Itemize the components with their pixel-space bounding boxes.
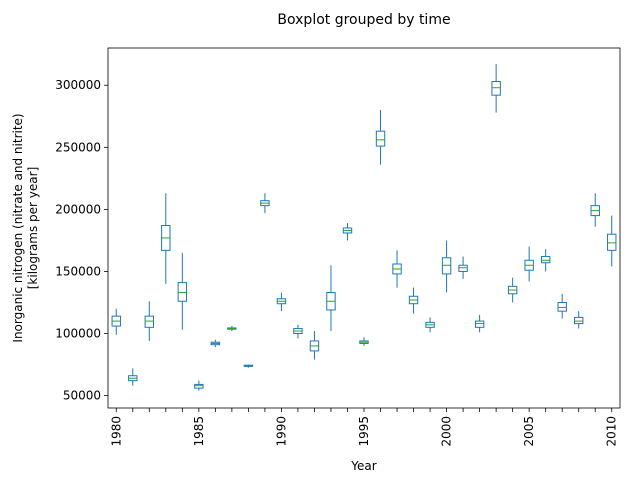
box-group-1995 (359, 337, 369, 346)
x-axis: 1980 1985 1990 1995 2000 2005 2010 (109, 408, 619, 447)
box-body (491, 81, 501, 96)
y-tick-label: 100000 (55, 327, 101, 341)
box-group-2010 (607, 215, 617, 267)
box-group-1999 (425, 317, 435, 333)
y-tick-label: 250000 (55, 140, 101, 154)
box-group-2007 (557, 293, 567, 319)
box-group-1987 (227, 326, 237, 332)
box-group-1984 (177, 252, 188, 330)
box-group-1997 (392, 250, 402, 288)
box-group-1993 (326, 265, 336, 332)
box-body (474, 320, 485, 328)
x-tick-label: 2005 (522, 416, 536, 447)
box-group-2009 (590, 193, 600, 227)
box-group-2004 (507, 277, 518, 303)
y-axis: 50000 100000 150000 200000 250000 300000 (55, 78, 108, 403)
chart-title: Boxplot grouped by time (277, 12, 450, 28)
box-body (557, 301, 567, 312)
y-tick-label: 150000 (55, 264, 101, 278)
x-tick-label: 2000 (440, 416, 454, 447)
box-group-1992 (309, 331, 320, 360)
x-tick-label: 1995 (357, 416, 371, 447)
x-tick-label: 1985 (192, 416, 206, 447)
box-body (458, 264, 468, 272)
box-group-1991 (293, 324, 303, 339)
box-group-2003 (491, 64, 501, 113)
y-axis-label-2: [kilograms per year] (26, 167, 40, 290)
box-body (144, 315, 154, 328)
x-tick-label: 1980 (109, 416, 123, 447)
box-group-1982 (144, 301, 154, 341)
x-axis-label: Year (350, 459, 376, 473)
x-tick-label: 2010 (605, 416, 619, 447)
box-body (177, 282, 188, 302)
box-group-1988 (243, 364, 254, 368)
box-group-1998 (408, 287, 419, 314)
box-group-2002 (474, 314, 485, 333)
box-body (375, 130, 386, 147)
y-tick-label: 200000 (55, 202, 101, 216)
box-group-1985 (194, 380, 204, 391)
box-group-2000 (441, 240, 452, 293)
box-body (194, 383, 204, 389)
box-group-1981 (128, 368, 138, 386)
y-tick-label: 50000 (63, 389, 101, 403)
box-layer (111, 64, 617, 391)
box-group-1980 (111, 308, 121, 335)
y-axis-label-line2: [kilograms per year] (26, 167, 40, 290)
box-group-1990 (276, 292, 287, 312)
box-body (441, 257, 452, 275)
box-group-2006 (540, 249, 551, 272)
box-group-2008 (574, 311, 584, 329)
box-group-1994 (342, 223, 353, 241)
box-body (540, 256, 551, 264)
box-group-1989 (260, 193, 270, 214)
box-group-2001 (458, 256, 468, 279)
y-tick-label: 300000 (55, 78, 101, 92)
y-axis-label: Inorganic nitrogen (nitrate and nitrite) (11, 113, 25, 342)
x-tick-label: 1990 (274, 416, 288, 447)
box-body (607, 233, 617, 251)
box-group-2005 (524, 246, 534, 282)
plot-frame (107, 47, 621, 409)
y-axis-label-line1: Inorganic nitrogen (nitrate and nitrite) (11, 113, 25, 342)
box-group-1986 (210, 339, 221, 348)
box-group-1983 (161, 193, 171, 284)
box-group-1996 (375, 110, 386, 165)
box-body (574, 316, 584, 325)
